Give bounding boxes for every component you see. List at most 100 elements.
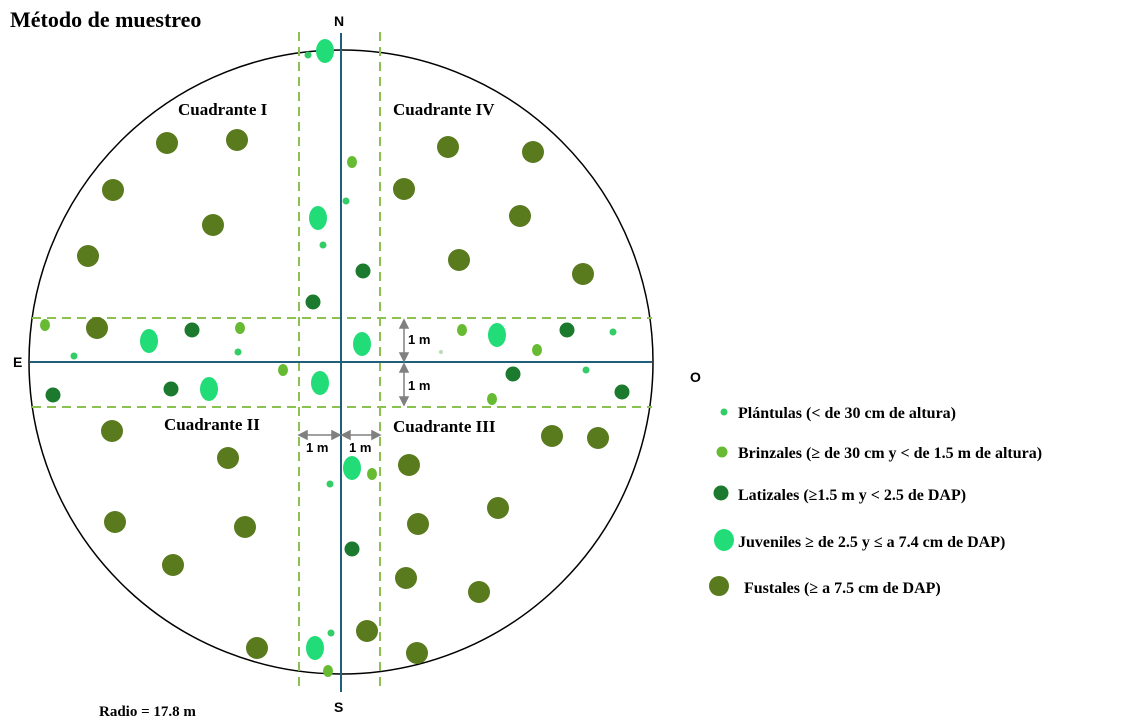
- arrowhead: [398, 362, 410, 373]
- juveniles-marker: [309, 206, 327, 230]
- fustales-marker: [406, 642, 428, 664]
- brinzales-marker: [323, 665, 333, 677]
- brinzales-marker: [532, 344, 542, 356]
- plantulas-marker: [439, 350, 443, 354]
- fustales-marker: [509, 205, 531, 227]
- latizales-marker: [614, 384, 630, 400]
- quadrant-label-4: Cuadrante IV: [393, 100, 495, 119]
- juveniles-marker: [488, 323, 506, 347]
- juveniles-marker: [353, 332, 371, 356]
- latizales-marker: [505, 366, 521, 382]
- arrowhead: [331, 429, 342, 441]
- quadrant-label-1: Cuadrante I: [178, 100, 268, 119]
- measure-label-upper: 1 m: [408, 332, 430, 347]
- fustales-marker: [522, 141, 544, 163]
- plantulas-marker: [326, 480, 334, 488]
- fustales-marker: [162, 554, 184, 576]
- fustales-marker: [226, 129, 248, 151]
- fustales-marker: [77, 245, 99, 267]
- fustales-marker: [448, 249, 470, 271]
- brinzales-marker: [235, 322, 245, 334]
- fustales-marker: [246, 637, 268, 659]
- plantulas-marker: [609, 328, 617, 336]
- juveniles-marker: [316, 39, 334, 63]
- legend-label-fustales: Fustales (≥ a 7.5 cm de DAP): [744, 580, 941, 597]
- arrowhead: [297, 429, 308, 441]
- arrowhead: [398, 318, 410, 329]
- brinzales-marker: [347, 156, 357, 168]
- arrowhead: [340, 429, 351, 441]
- fustales-marker: [101, 420, 123, 442]
- vegetation-markers: [40, 39, 630, 677]
- south-label: S: [334, 699, 343, 715]
- fustales-marker: [541, 425, 563, 447]
- juveniles-marker: [306, 636, 324, 660]
- fustales-marker: [104, 511, 126, 533]
- latizales-marker: [184, 322, 200, 338]
- plantulas-marker: [304, 51, 312, 59]
- plantulas-marker: [70, 352, 78, 360]
- brinzales-marker: [278, 364, 288, 376]
- latizales-marker: [559, 322, 575, 338]
- sampling-bands: [32, 32, 652, 690]
- plantulas-marker: [319, 241, 327, 249]
- fustales-marker: [487, 497, 509, 519]
- measure-label-left: 1 m: [306, 440, 328, 455]
- legend-marker-fustales: [709, 576, 729, 596]
- legend-marker-juveniles: [714, 529, 734, 551]
- fustales-marker: [587, 427, 609, 449]
- legend-label-plantulas: Plántulas (< de 30 cm de altura): [738, 405, 956, 422]
- juveniles-marker: [200, 377, 218, 401]
- fustales-marker: [217, 447, 239, 469]
- plantulas-marker: [582, 366, 590, 374]
- legend-marker-latizales: [713, 485, 729, 501]
- legend-marker-plantulas: [720, 408, 728, 416]
- east-label: E: [13, 354, 22, 370]
- fustales-marker: [156, 132, 178, 154]
- brinzales-marker: [367, 468, 377, 480]
- juveniles-marker: [311, 371, 329, 395]
- legend: Plántulas (< de 30 cm de altura) Brinzal…: [709, 405, 1042, 597]
- fustales-marker: [572, 263, 594, 285]
- fustales-marker: [356, 620, 378, 642]
- latizales-marker: [45, 387, 61, 403]
- fustales-marker: [393, 178, 415, 200]
- fustales-marker: [86, 317, 108, 339]
- brinzales-marker: [487, 393, 497, 405]
- measurement-arrows: [297, 318, 410, 441]
- plantulas-marker: [327, 629, 335, 637]
- brinzales-marker: [40, 319, 50, 331]
- arrowhead: [398, 396, 410, 407]
- juveniles-marker: [343, 456, 361, 480]
- latizales-marker: [355, 263, 371, 279]
- brinzales-marker: [457, 324, 467, 336]
- latizales-marker: [344, 541, 360, 557]
- radius-label: Radio = 17.8 m: [99, 704, 196, 720]
- quadrant-label-2: Cuadrante II: [164, 415, 260, 434]
- legend-label-juveniles: Juveniles ≥ de 2.5 y ≤ a 7.4 cm de DAP): [738, 534, 1005, 551]
- arrowhead: [371, 429, 382, 441]
- fustales-marker: [102, 179, 124, 201]
- plantulas-marker: [234, 348, 242, 356]
- legend-label-brinzales: Brinzales (≥ de 30 cm y < de 1.5 m de al…: [738, 445, 1042, 462]
- page-title: Método de muestreo: [10, 7, 201, 32]
- latizales-marker: [163, 381, 179, 397]
- measure-label-lower: 1 m: [408, 378, 430, 393]
- juveniles-marker: [140, 329, 158, 353]
- plantulas-marker: [342, 197, 350, 205]
- quadrant-label-3: Cuadrante III: [393, 417, 496, 436]
- fustales-marker: [468, 581, 490, 603]
- fustales-marker: [437, 136, 459, 158]
- fustales-marker: [395, 567, 417, 589]
- fustales-marker: [398, 454, 420, 476]
- legend-marker-brinzales: [716, 446, 728, 458]
- fustales-marker: [234, 516, 256, 538]
- legend-label-latizales: Latizales (≥1.5 m y < 2.5 de DAP): [738, 487, 966, 504]
- west-label: O: [690, 369, 701, 385]
- latizales-marker: [305, 294, 321, 310]
- measure-label-right: 1 m: [349, 440, 371, 455]
- north-label: N: [334, 13, 344, 29]
- fustales-marker: [202, 214, 224, 236]
- arrowhead: [398, 352, 410, 363]
